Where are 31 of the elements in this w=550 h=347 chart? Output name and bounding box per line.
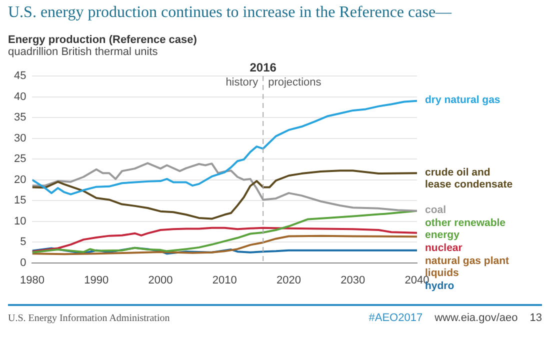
y-tick-label: 15 [14, 194, 26, 207]
annotation: projections [268, 76, 322, 89]
x-tick-label: 2000 [148, 274, 173, 286]
annotation: history [226, 76, 259, 89]
x-tick-label: 2030 [340, 274, 366, 286]
text: #AEO2017 [368, 312, 423, 324]
text: U.S. Energy Information Administration [8, 312, 171, 324]
x-tick-label: 2010 [212, 274, 237, 286]
y-tick-label: 25 [14, 153, 26, 166]
ref-line-label: 2016 [250, 60, 277, 74]
series-label: nuclear [425, 242, 462, 254]
y-tick-label: 40 [14, 90, 26, 103]
x-tick-label: 1980 [20, 274, 44, 286]
series-label: crude oil and lease condensate [425, 166, 513, 190]
series-label: dry natural gas [425, 94, 500, 106]
y-tick-label: 30 [14, 132, 26, 144]
y-axis-title: quadrillion British thermal units [8, 46, 159, 58]
x-tick-label: 2020 [276, 274, 301, 286]
text: www.eia.gov/aeo [434, 312, 518, 324]
y-tick-label: 20 [14, 174, 26, 186]
y-tick-label: 0 [20, 256, 26, 269]
y-tick-label: 10 [14, 215, 26, 228]
series-label: coal [425, 204, 446, 216]
chart-subtitle: Energy production (Reference case) [8, 34, 198, 46]
chart-title: U.S. energy production continues to increase in the Reference case— [8, 4, 453, 23]
text: 13 [530, 312, 542, 324]
y-tick-label: 35 [14, 112, 26, 124]
y-tick-label: 45 [14, 70, 26, 82]
x-tick-label: 1990 [84, 274, 109, 286]
y-tick-label: 5 [20, 236, 26, 248]
series-label: other renewable energy [425, 217, 506, 242]
